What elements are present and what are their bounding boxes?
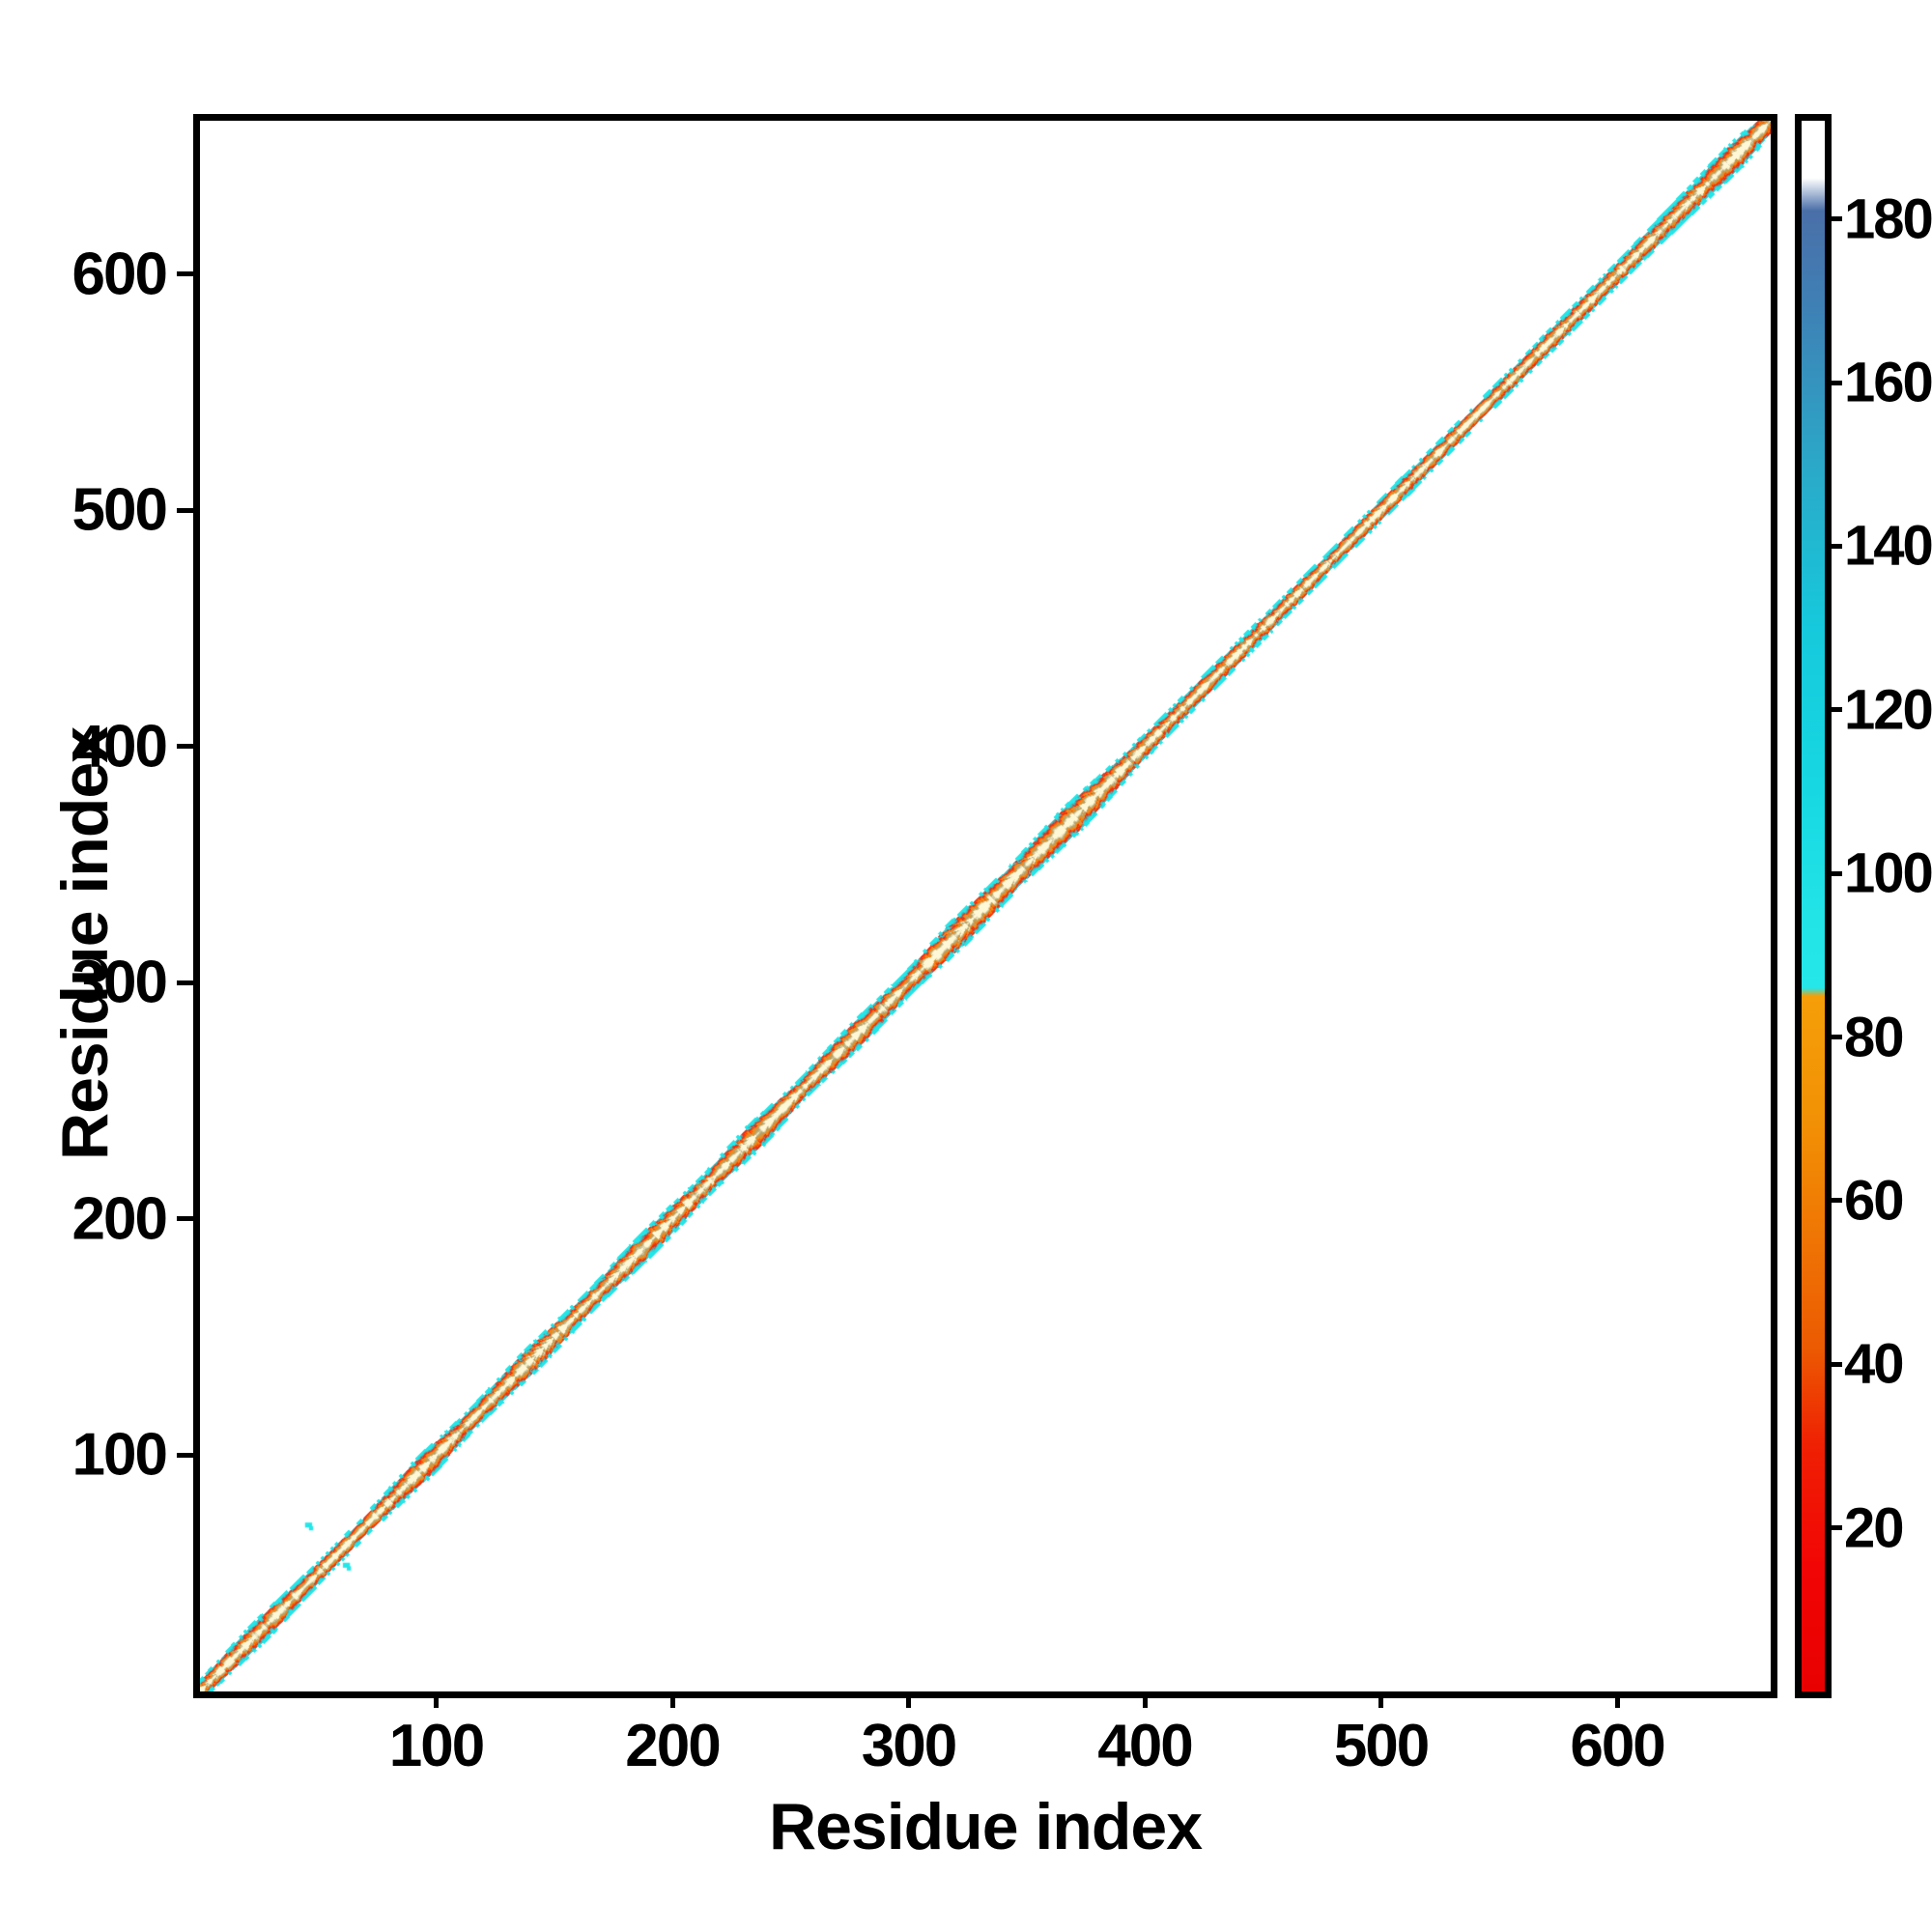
colorbar-tick-160 [1829,380,1842,385]
y-tick-400 [177,744,193,750]
colorbar-tick-label-20: 20 [1844,1496,1904,1560]
heatmap-canvas [200,121,1771,1691]
colorbar-tick-label-140: 140 [1844,514,1932,578]
colorbar-tick-label-60: 60 [1844,1169,1904,1233]
colorbar-tick-label-120: 120 [1844,678,1932,742]
colorbar-tick-label-80: 80 [1844,1006,1904,1068]
x-tick-label-300: 300 [861,1713,957,1779]
y-tick-label-400: 400 [71,713,168,781]
colorbar-tick-40 [1829,1361,1842,1367]
y-tick-600 [177,271,193,277]
colorbar-gradient [1802,121,1825,1691]
y-tick-200 [177,1216,193,1222]
y-tick-100 [177,1452,193,1458]
y-tick-label-300: 300 [71,949,168,1016]
x-tick-label-500: 500 [1333,1713,1430,1779]
colorbar-tick-label-100: 100 [1844,841,1932,905]
colorbar-tick-60 [1829,1198,1842,1204]
colorbar-tick-80 [1829,1035,1842,1039]
x-tick-label-100: 100 [388,1713,485,1779]
colorbar-tick-label-180: 180 [1844,187,1932,251]
x-tick-100 [434,1691,439,1708]
colorbar-tick-120 [1829,707,1842,713]
y-tick-500 [177,507,193,513]
y-tick-label-500: 500 [71,476,168,544]
x-tick-300 [906,1691,912,1708]
x-tick-label-200: 200 [625,1713,721,1779]
y-tick-label-200: 200 [71,1185,168,1253]
x-tick-400 [1142,1691,1148,1708]
y-axis-title: Residue index [48,726,122,1161]
x-tick-500 [1378,1691,1384,1708]
heatmap-plot-area [193,114,1777,1698]
x-axis-title: Residue index [768,1790,1203,1863]
colorbar-tick-140 [1829,543,1842,549]
colorbar-tick-100 [1829,870,1842,876]
y-tick-label-600: 600 [71,241,168,308]
colorbar-tick-label-160: 160 [1844,351,1932,414]
y-tick-300 [177,980,193,985]
x-tick-label-600: 600 [1570,1713,1665,1779]
colorbar-frame [1795,114,1832,1698]
x-tick-200 [669,1691,675,1708]
colorbar [1795,114,1832,1698]
y-tick-label-100: 100 [71,1421,168,1489]
x-tick-label-400: 400 [1097,1713,1193,1779]
colorbar-tick-180 [1829,216,1842,222]
x-tick-600 [1614,1691,1620,1708]
colorbar-tick-label-40: 40 [1844,1332,1904,1396]
colorbar-tick-20 [1829,1525,1842,1531]
